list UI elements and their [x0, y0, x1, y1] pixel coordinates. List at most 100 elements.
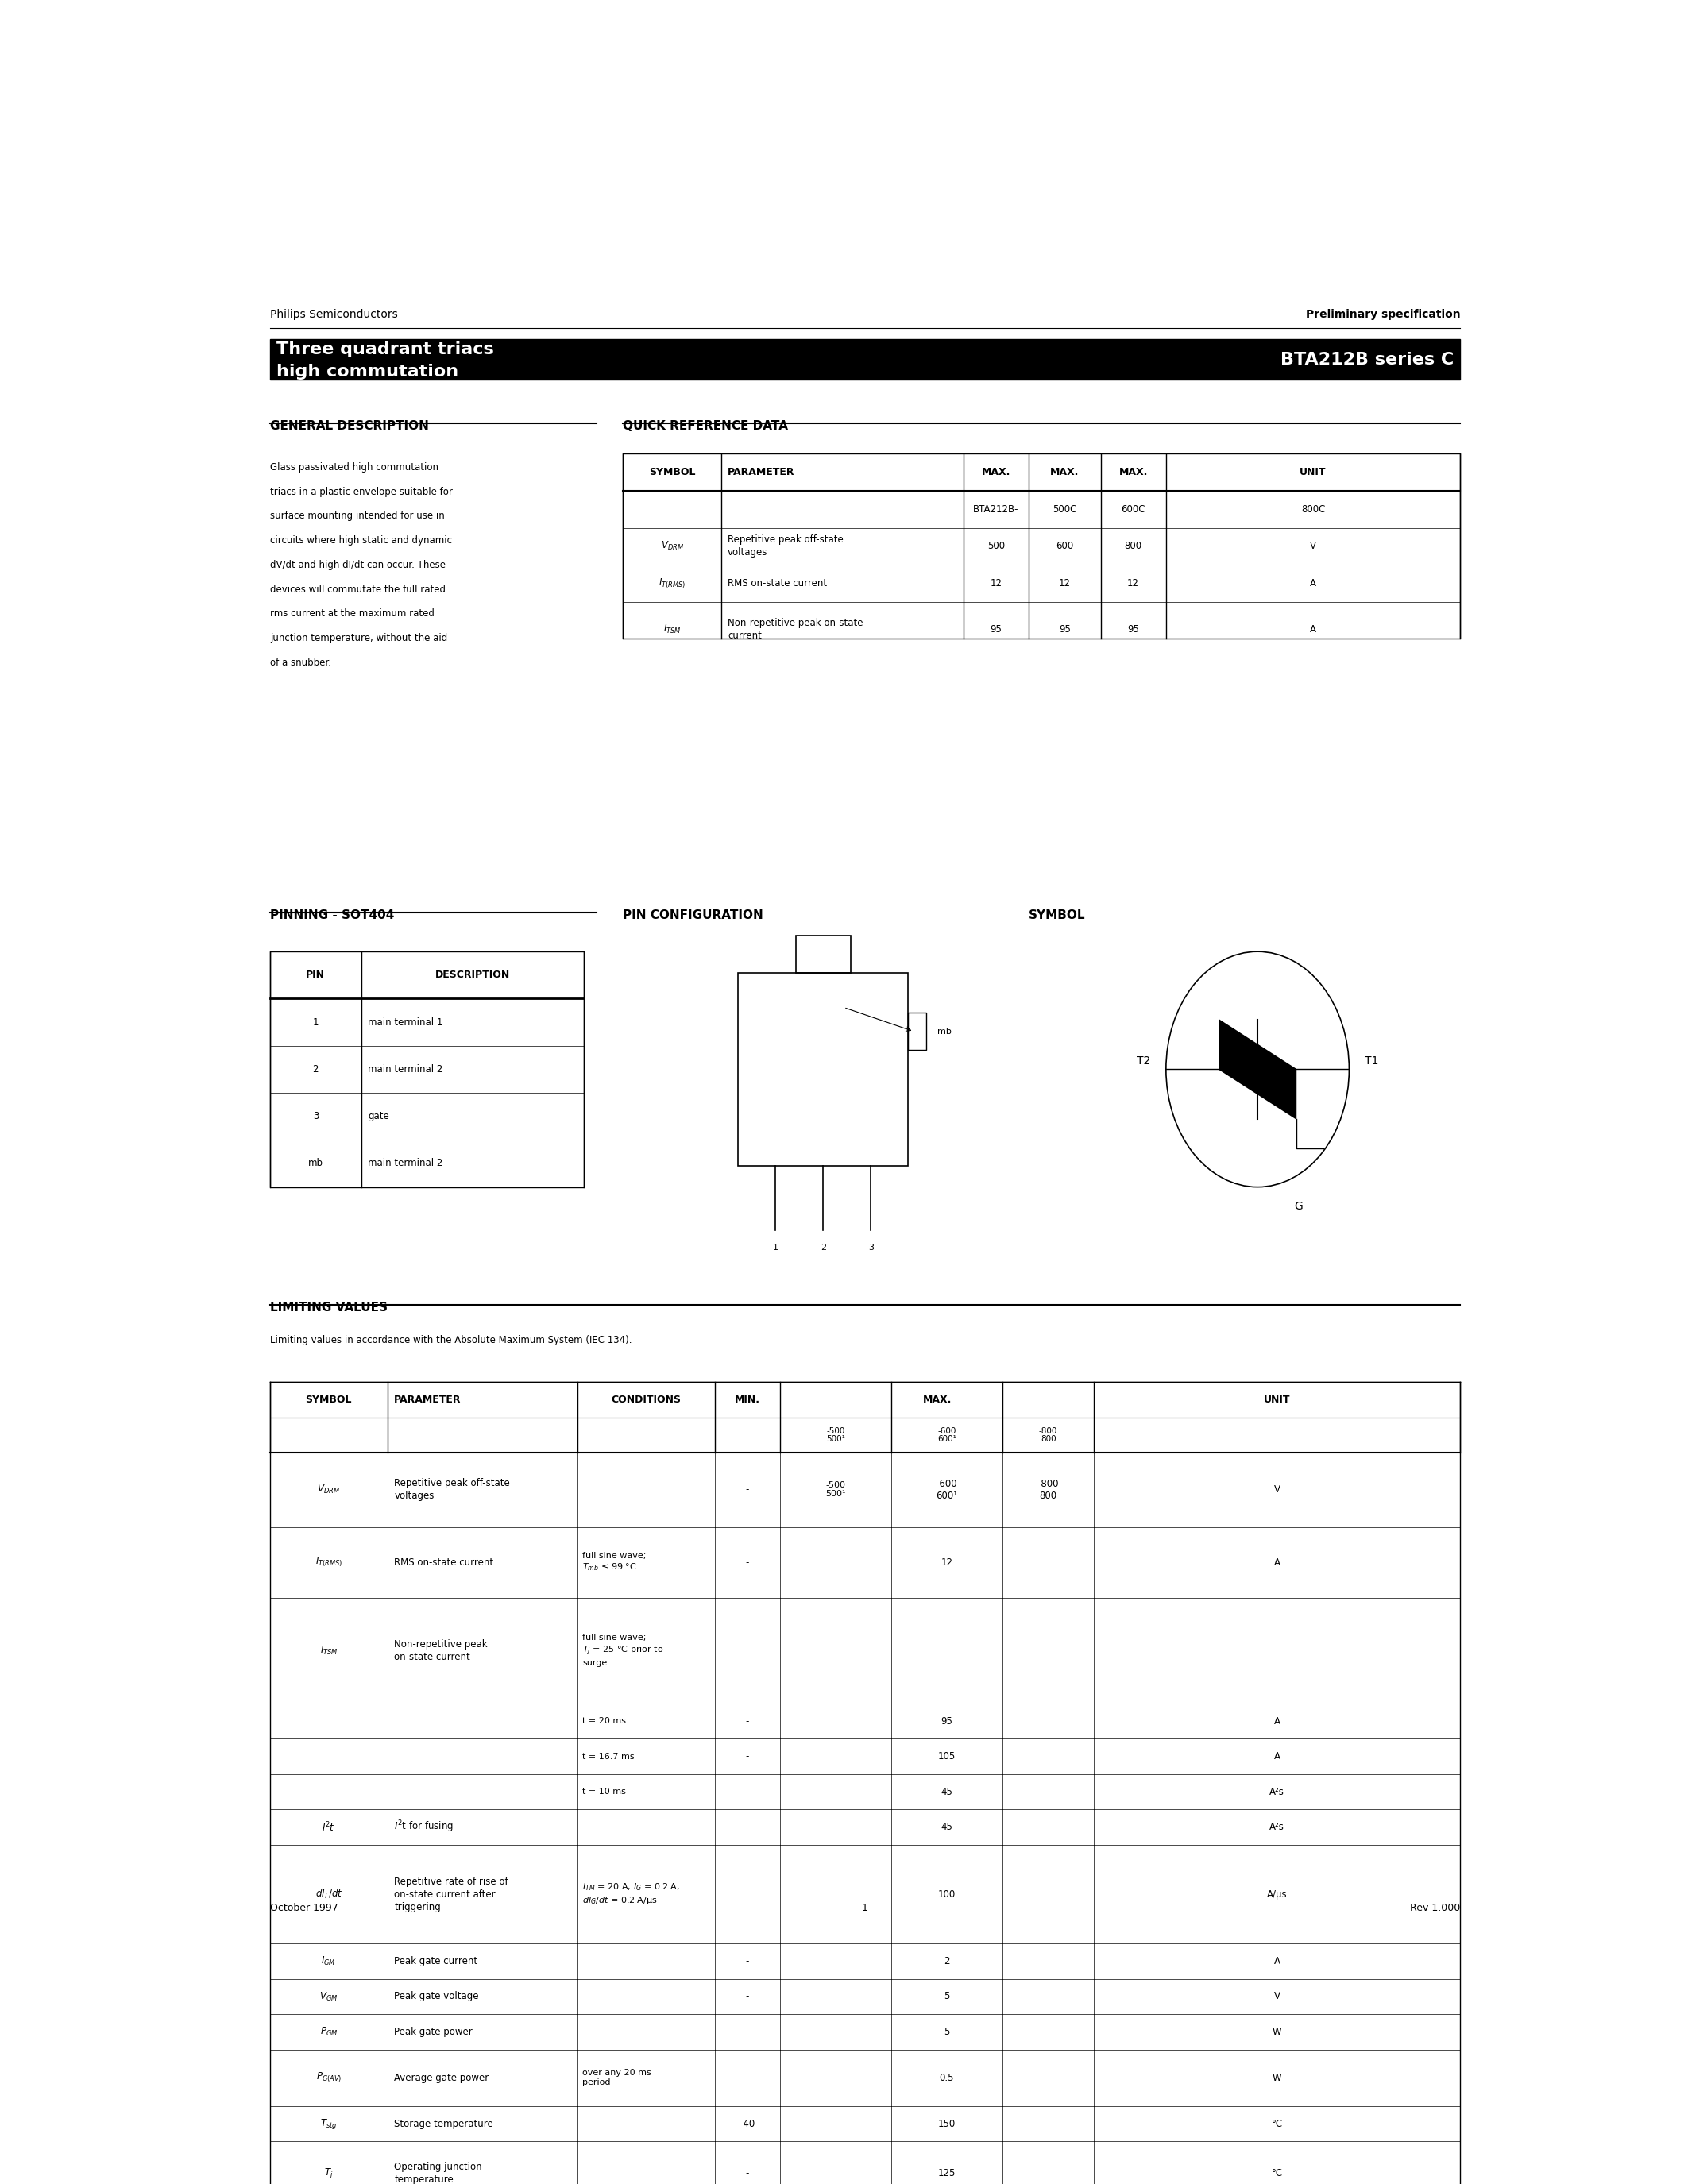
Text: V: V	[1274, 1992, 1281, 2003]
Text: surface mounting intended for use in: surface mounting intended for use in	[270, 511, 444, 522]
Text: MIN.: MIN.	[734, 1396, 760, 1404]
Text: 95: 95	[989, 625, 1003, 636]
Text: $I_{GM}$: $I_{GM}$	[321, 1955, 336, 1968]
Text: MAX.: MAX.	[981, 467, 1011, 478]
Text: CONDITIONS: CONDITIONS	[611, 1396, 680, 1404]
Text: UNIT: UNIT	[1264, 1396, 1291, 1404]
Text: T2: T2	[1136, 1055, 1150, 1066]
Text: full sine wave;
$T_j$ = 25 °C prior to
surge: full sine wave; $T_j$ = 25 °C prior to s…	[582, 1634, 663, 1666]
Text: SYMBOL: SYMBOL	[306, 1396, 353, 1404]
Text: PARAMETER: PARAMETER	[728, 467, 795, 478]
Text: $V_{DRM}$: $V_{DRM}$	[660, 539, 684, 553]
Text: -: -	[746, 2027, 749, 2038]
Text: Non-repetitive peak on-state
current: Non-repetitive peak on-state current	[728, 618, 863, 642]
Text: LIMITING VALUES: LIMITING VALUES	[270, 1302, 388, 1313]
Text: -: -	[746, 1787, 749, 1797]
Text: $I^2t$: $I^2t$	[322, 1821, 336, 1835]
Text: 2: 2	[312, 1064, 319, 1075]
Text: $I_{TM}$ = 20 A; $I_G$ = 0.2 A;
$dI_G/dt$ = 0.2 A/μs: $I_{TM}$ = 20 A; $I_G$ = 0.2 A; $dI_G/dt…	[582, 1883, 680, 1907]
Text: 95: 95	[1058, 625, 1070, 636]
Text: -500
500¹: -500 500¹	[825, 1481, 846, 1498]
Text: $I_{T(RMS)}$: $I_{T(RMS)}$	[658, 577, 685, 590]
Text: Preliminary specification: Preliminary specification	[1307, 310, 1460, 321]
Polygon shape	[1219, 1070, 1296, 1118]
Text: main terminal 1: main terminal 1	[368, 1018, 442, 1026]
Text: junction temperature, without the aid: junction temperature, without the aid	[270, 633, 447, 644]
Text: October 1997: October 1997	[270, 1902, 338, 1913]
Text: Repetitive peak off-state
voltages: Repetitive peak off-state voltages	[728, 535, 844, 557]
Text: $I^2$t for fusing: $I^2$t for fusing	[395, 1819, 454, 1835]
Text: -: -	[746, 1485, 749, 1496]
Text: t = 10 ms: t = 10 ms	[582, 1789, 626, 1795]
Text: A: A	[1274, 1557, 1281, 1568]
Text: W: W	[1273, 2073, 1281, 2084]
Text: 600C: 600C	[1121, 505, 1146, 515]
Text: -40: -40	[739, 2118, 755, 2129]
Text: 500: 500	[987, 542, 1004, 550]
Text: -600
600¹: -600 600¹	[937, 1426, 957, 1444]
Text: Peak gate current: Peak gate current	[395, 1957, 478, 1966]
Text: °C: °C	[1271, 2118, 1283, 2129]
Text: -: -	[746, 1717, 749, 1725]
Text: devices will commutate the full rated: devices will commutate the full rated	[270, 583, 446, 594]
Text: 150: 150	[939, 2118, 955, 2129]
Text: $T_{stg}$: $T_{stg}$	[321, 2116, 338, 2129]
Text: RMS on-state current: RMS on-state current	[395, 1557, 493, 1568]
Text: Repetitive rate of rise of
on-state current after
triggering: Repetitive rate of rise of on-state curr…	[395, 1876, 508, 1911]
Text: BTA212B-: BTA212B-	[972, 505, 1020, 515]
Text: rms current at the maximum rated: rms current at the maximum rated	[270, 609, 434, 618]
Text: -: -	[746, 2073, 749, 2084]
Text: $P_{G(AV)}$: $P_{G(AV)}$	[316, 2070, 341, 2084]
Text: Repetitive peak off-state
voltages: Repetitive peak off-state voltages	[395, 1479, 510, 1500]
Bar	[270, 952, 584, 1188]
Text: -500
500¹: -500 500¹	[825, 1426, 846, 1444]
Text: UNIT: UNIT	[1300, 467, 1327, 478]
Text: $V_{GM}$: $V_{GM}$	[319, 1990, 338, 2003]
Text: MAX.: MAX.	[923, 1396, 952, 1404]
Text: -600
600¹: -600 600¹	[937, 1479, 957, 1500]
Text: MAX.: MAX.	[1119, 467, 1148, 478]
Text: $dI_T/dt$: $dI_T/dt$	[316, 1887, 343, 1900]
Text: 1: 1	[773, 1243, 778, 1251]
Text: t = 20 ms: t = 20 ms	[582, 1717, 626, 1725]
Text: SYMBOL: SYMBOL	[648, 467, 695, 478]
Text: 1: 1	[863, 1902, 868, 1913]
Text: -: -	[746, 1557, 749, 1568]
Text: $I_{TSM}$: $I_{TSM}$	[663, 622, 682, 636]
Text: main terminal 2: main terminal 2	[368, 1158, 442, 1168]
Bar	[623, 454, 1460, 638]
Text: Peak gate voltage: Peak gate voltage	[395, 1992, 479, 2003]
Text: 3: 3	[312, 1112, 319, 1123]
Text: Operating junction
temperature: Operating junction temperature	[395, 2162, 483, 2184]
Text: A: A	[1274, 1957, 1281, 1966]
Text: 45: 45	[940, 1821, 952, 1832]
Text: A: A	[1310, 625, 1317, 636]
Text: GENERAL DESCRIPTION: GENERAL DESCRIPTION	[270, 419, 429, 432]
Text: $P_{GM}$: $P_{GM}$	[319, 2027, 338, 2038]
Text: V: V	[1274, 1485, 1281, 1496]
Text: Three quadrant triacs: Three quadrant triacs	[277, 341, 495, 358]
Text: PARAMETER: PARAMETER	[395, 1396, 461, 1404]
Text: A²s: A²s	[1269, 1787, 1285, 1797]
Text: Rev 1.000: Rev 1.000	[1409, 1902, 1460, 1913]
Text: -: -	[746, 1821, 749, 1832]
Text: 2: 2	[944, 1957, 950, 1966]
Text: 45: 45	[940, 1787, 952, 1797]
Text: 105: 105	[939, 1752, 955, 1762]
Bar	[795, 935, 851, 972]
Text: RMS on-state current: RMS on-state current	[728, 579, 827, 587]
Text: T1: T1	[1366, 1055, 1379, 1066]
Text: A²s: A²s	[1269, 1821, 1285, 1832]
Text: W: W	[1273, 2027, 1281, 2038]
Text: QUICK REFERENCE DATA: QUICK REFERENCE DATA	[623, 419, 788, 432]
Bar	[738, 972, 908, 1166]
Text: 5: 5	[944, 2027, 950, 2038]
Text: °C: °C	[1271, 2169, 1283, 2177]
Text: A: A	[1274, 1717, 1281, 1725]
Text: t = 16.7 ms: t = 16.7 ms	[582, 1752, 635, 1760]
Text: over any 20 ms
period: over any 20 ms period	[582, 2068, 652, 2086]
Text: Glass passivated high commutation: Glass passivated high commutation	[270, 463, 439, 472]
Text: -800
800: -800 800	[1038, 1479, 1058, 1500]
Text: dV/dt and high dI/dt can occur. These: dV/dt and high dI/dt can occur. These	[270, 559, 446, 570]
Text: 800C: 800C	[1301, 505, 1325, 515]
